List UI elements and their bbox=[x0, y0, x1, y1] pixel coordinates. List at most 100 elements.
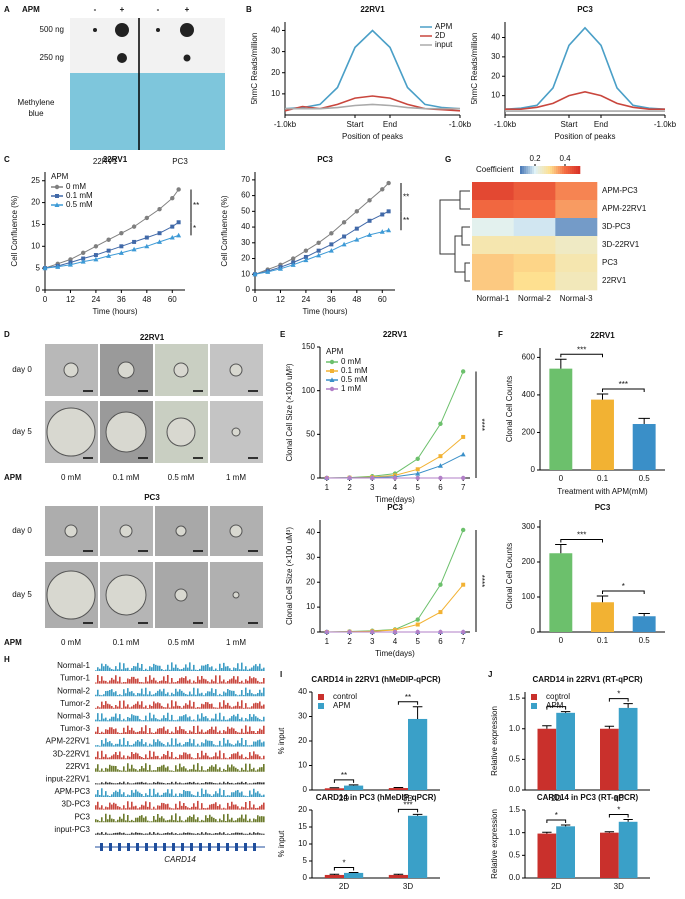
track bbox=[95, 675, 265, 684]
y-tick-label: 10 bbox=[306, 602, 315, 611]
error-bar bbox=[542, 725, 552, 729]
bar bbox=[344, 872, 364, 878]
y-tick-label: 0.0 bbox=[509, 873, 521, 882]
y-tick-label: 5 bbox=[303, 856, 308, 865]
track bbox=[95, 725, 265, 734]
marker bbox=[341, 241, 347, 247]
legend-label: control bbox=[333, 692, 357, 701]
y-tick-label: 10 bbox=[491, 91, 500, 100]
y-tick-label: 0 bbox=[531, 627, 536, 636]
heatmap-cell bbox=[555, 272, 598, 291]
cell bbox=[229, 363, 243, 377]
legend-label: 2D bbox=[435, 31, 445, 40]
marker bbox=[324, 629, 330, 635]
dose: 0 mM bbox=[61, 638, 81, 647]
x-tick-label: 3D bbox=[403, 794, 413, 803]
bar bbox=[537, 728, 557, 790]
colorbar bbox=[544, 166, 547, 174]
row-label: APM-PC3 bbox=[602, 186, 638, 195]
legend-title: APM bbox=[51, 172, 69, 181]
gene-label: CARD14 bbox=[164, 855, 196, 864]
x-tick-label: 60 bbox=[168, 295, 177, 304]
bracket bbox=[333, 779, 355, 783]
row-label: 3D-PC3 bbox=[602, 222, 631, 231]
series-line bbox=[254, 229, 389, 275]
marker bbox=[437, 463, 443, 468]
cell bbox=[119, 524, 133, 538]
error-bar bbox=[329, 873, 340, 875]
x-tick-label: 5 bbox=[416, 637, 421, 646]
colorbar bbox=[520, 166, 523, 174]
x-tick-label: 2D bbox=[551, 882, 561, 891]
column-label: Normal-3 bbox=[560, 294, 593, 303]
track bbox=[95, 781, 265, 785]
y-tick-label: 0 bbox=[303, 785, 308, 794]
heatmap-cell bbox=[555, 182, 598, 201]
marker bbox=[106, 248, 111, 253]
row-label: 22RV1 bbox=[602, 276, 627, 285]
bar bbox=[618, 821, 638, 878]
marker bbox=[415, 471, 421, 476]
marker bbox=[55, 264, 61, 269]
panel-letter: G bbox=[445, 155, 451, 164]
cell bbox=[166, 417, 196, 447]
marker bbox=[438, 610, 443, 615]
marker bbox=[316, 240, 321, 245]
y-tick-label: 10 bbox=[298, 761, 307, 770]
cell bbox=[173, 362, 189, 378]
y-tick-label: 1.0 bbox=[509, 828, 521, 837]
y-tick-label: 30 bbox=[306, 552, 315, 561]
annotation: * bbox=[555, 811, 558, 820]
marker bbox=[329, 377, 335, 382]
x-tick-label: 4 bbox=[393, 483, 398, 492]
series-line bbox=[326, 529, 464, 633]
heatmap-cell bbox=[472, 182, 514, 201]
marker bbox=[316, 248, 321, 253]
marker bbox=[170, 224, 175, 229]
y-axis-label: Cell Confluence (%) bbox=[10, 195, 19, 266]
x-tick-label: 3D bbox=[403, 882, 413, 891]
marker bbox=[460, 475, 466, 481]
bar bbox=[549, 368, 573, 470]
marker bbox=[367, 218, 372, 223]
sign: - bbox=[94, 5, 97, 14]
x-tick-label: 1 bbox=[325, 637, 330, 646]
marker bbox=[157, 239, 163, 244]
error-bar bbox=[542, 831, 552, 834]
marker bbox=[392, 475, 398, 481]
cell bbox=[229, 524, 243, 538]
x-tick-label: 0.1 bbox=[597, 636, 609, 645]
y-axis-label: Clonal Cell Size (×100 uM³) bbox=[285, 527, 294, 625]
bracket bbox=[560, 353, 603, 358]
dendrogram bbox=[439, 190, 470, 282]
y-tick-label: 100 bbox=[302, 386, 316, 395]
marker bbox=[347, 629, 352, 635]
cell bbox=[231, 427, 241, 437]
y-tick-label: 10 bbox=[31, 241, 40, 250]
bar bbox=[600, 832, 619, 878]
bar bbox=[388, 788, 408, 790]
error-bar bbox=[596, 595, 609, 603]
y-tick-label: 1.5 bbox=[509, 805, 521, 814]
y-tick-label: 10 bbox=[298, 839, 307, 848]
chart-title: CARD14 in 22RV1 (hMeDIP-qPCR) bbox=[311, 675, 441, 684]
row-label: APM-22RV1 bbox=[602, 204, 647, 213]
legend-label: 0 mM bbox=[66, 182, 86, 191]
y-tick-label: 0 bbox=[303, 873, 308, 882]
marker bbox=[460, 629, 466, 635]
track-label: input-22RV1 bbox=[46, 775, 91, 784]
marker bbox=[303, 254, 308, 259]
y-tick-label: 0.5 bbox=[509, 850, 521, 859]
bar bbox=[556, 826, 575, 878]
annotation: * bbox=[193, 224, 196, 233]
error-bar bbox=[412, 813, 423, 816]
marker bbox=[460, 369, 466, 374]
marker bbox=[290, 256, 296, 261]
dose: 0 mM bbox=[61, 473, 81, 482]
exon bbox=[208, 843, 211, 851]
legend-label: input bbox=[435, 40, 453, 49]
marker bbox=[354, 209, 360, 214]
x-tick-label: 60 bbox=[378, 295, 387, 304]
track bbox=[95, 687, 265, 697]
column-label: Normal-1 bbox=[476, 294, 509, 303]
